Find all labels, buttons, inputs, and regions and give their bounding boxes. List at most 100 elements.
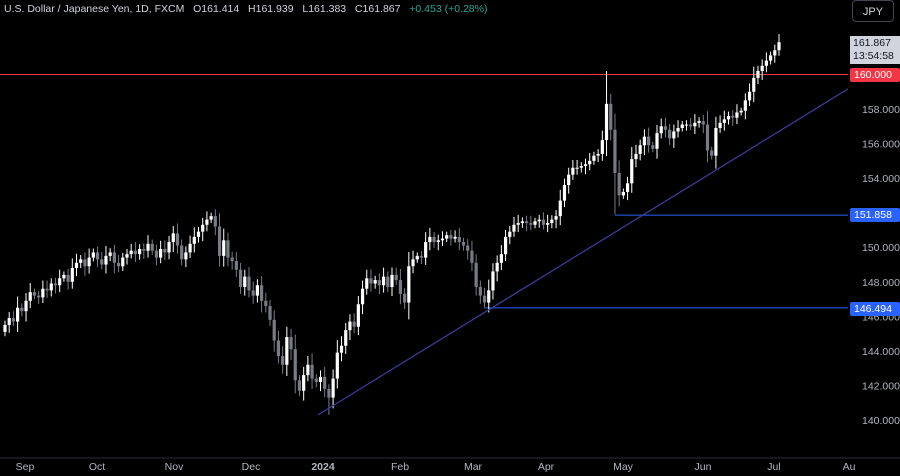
- candle-body: [352, 321, 356, 327]
- candle-body: [529, 223, 533, 225]
- candle-body: [293, 349, 297, 381]
- candle-body: [175, 233, 180, 246]
- candle-body: [588, 160, 592, 165]
- time-tick-label: Dec: [242, 461, 261, 473]
- candle-body: [470, 250, 474, 263]
- candle-body: [125, 254, 129, 258]
- candle-body: [592, 155, 596, 161]
- candle-body: [95, 252, 100, 260]
- candle-body: [554, 216, 558, 220]
- candle-body: [74, 262, 79, 268]
- candle-body: [668, 129, 672, 139]
- candle-body: [7, 318, 11, 325]
- candle-body: [520, 221, 525, 224]
- time-tick-label: Feb: [391, 461, 409, 473]
- candle-body: [638, 145, 642, 154]
- candle-body: [167, 242, 171, 253]
- bar-countdown: 13:54:58: [853, 50, 894, 62]
- candle-body: [701, 121, 705, 125]
- candle-body: [222, 240, 226, 256]
- candle-body: [562, 185, 567, 201]
- candle-body: [558, 200, 562, 217]
- candle-body: [768, 55, 773, 61]
- candle-body: [16, 307, 20, 322]
- candle-body: [735, 112, 739, 118]
- candle-body: [415, 255, 419, 260]
- candle-body: [66, 274, 70, 282]
- candle-body: [121, 257, 125, 267]
- candle-body: [394, 274, 398, 281]
- price-tick-label: 154.000: [862, 173, 900, 185]
- candle-body: [466, 245, 470, 251]
- candle-body: [205, 219, 209, 225]
- candle-body: [575, 167, 579, 169]
- candle-body: [180, 245, 184, 260]
- candle-body: [276, 340, 281, 357]
- candle-body: [41, 288, 45, 298]
- candle-body: [373, 280, 377, 284]
- change-value: +0.453 (+0.28%): [409, 3, 488, 15]
- candle-body: [24, 300, 28, 312]
- candle-body: [87, 257, 91, 267]
- candle-body: [289, 337, 293, 350]
- candle-body: [403, 293, 407, 303]
- candle-body: [281, 356, 285, 365]
- currency-button[interactable]: JPY: [852, 0, 894, 22]
- candle-body: [424, 242, 428, 258]
- candle-body: [100, 259, 104, 265]
- candle-body: [83, 259, 87, 267]
- low-label: L: [302, 3, 309, 15]
- candle-body: [613, 129, 617, 173]
- candle-body: [11, 318, 16, 322]
- candle-body: [348, 321, 352, 331]
- candle-body: [53, 283, 58, 286]
- price-tick-label: 158.000: [862, 104, 900, 116]
- candle-body: [146, 243, 150, 251]
- candle-body: [760, 65, 764, 71]
- candle-body: [777, 42, 781, 51]
- candle-body: [247, 276, 251, 291]
- candle-body: [487, 290, 491, 303]
- candle-body: [617, 172, 621, 196]
- candle-body: [533, 221, 537, 225]
- candle-body: [226, 240, 230, 258]
- candle-body: [91, 252, 95, 258]
- candle-body: [739, 110, 743, 113]
- time-tick-label: 2024: [311, 461, 335, 473]
- candle-body: [676, 128, 680, 132]
- candle-body: [583, 164, 588, 167]
- candle-body: [268, 305, 272, 320]
- candle-body: [747, 91, 752, 101]
- candle-body: [600, 140, 604, 154]
- candle-body: [201, 224, 205, 232]
- candle-body: [335, 352, 339, 379]
- candle-body: [356, 304, 360, 327]
- candle-body: [259, 285, 264, 301]
- candle-body: [112, 252, 116, 263]
- candle-body: [217, 226, 222, 256]
- candle-body: [129, 250, 133, 255]
- high-label: H: [248, 3, 256, 15]
- candle-body: [684, 124, 689, 126]
- candle-body: [230, 257, 234, 262]
- candle-body: [297, 380, 302, 391]
- candle-body: [478, 286, 482, 296]
- candle-body: [32, 292, 37, 296]
- candle-body: [693, 122, 697, 127]
- time-tick-label: May: [613, 461, 634, 473]
- candle-body: [630, 159, 634, 184]
- time-axis[interactable]: Sep Oct Nov Dec 2024 Feb Mar Apr May Jun Jul Au: [0, 457, 900, 473]
- open-value: 161.414: [201, 3, 240, 15]
- candle-body: [62, 274, 66, 279]
- price-tick-label: 144.000: [862, 346, 900, 358]
- candle-body: [642, 136, 646, 146]
- time-tick-label: Apr: [538, 461, 555, 473]
- time-tick-label: Au: [843, 461, 856, 473]
- candle-body: [331, 378, 335, 398]
- candle-body: [209, 216, 213, 220]
- candle-body: [163, 248, 167, 253]
- candle-body: [171, 233, 175, 243]
- candle-body: [428, 236, 432, 243]
- candle-body: [482, 295, 487, 303]
